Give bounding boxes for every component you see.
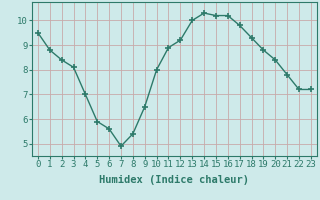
X-axis label: Humidex (Indice chaleur): Humidex (Indice chaleur) <box>100 175 249 185</box>
